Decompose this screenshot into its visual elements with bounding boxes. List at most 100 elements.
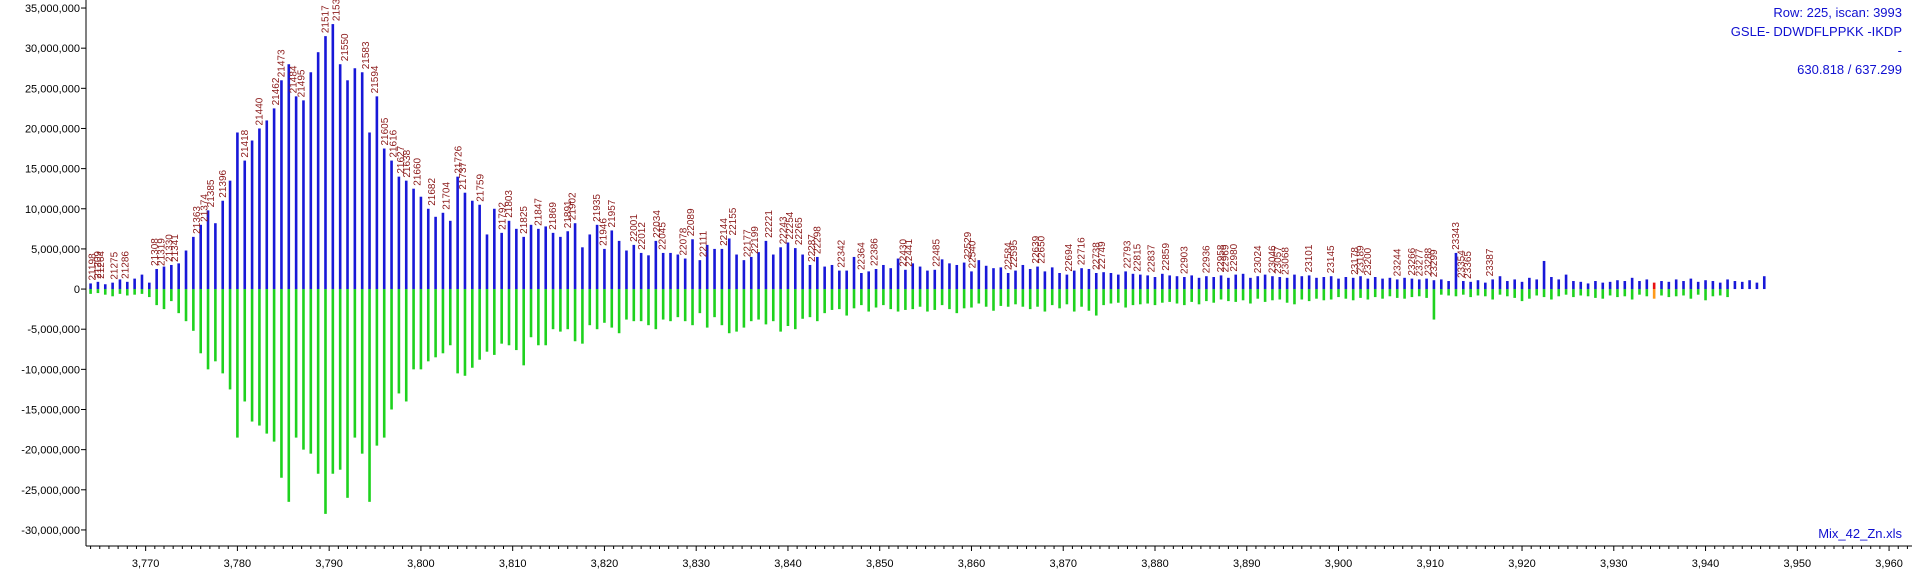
peak-label: 22034 [652,210,663,238]
top-series-bar [537,228,540,290]
bottom-series-bar [111,289,114,297]
bottom-series-bars [89,289,1729,514]
top-series-bar [302,100,305,290]
top-series-bar [1139,274,1142,290]
top-series-bar [1718,282,1722,290]
top-series-bar [1043,271,1047,290]
bottom-series-bar [1506,289,1509,297]
peak-label: 22012 [637,222,648,250]
bottom-series-bar [148,289,151,298]
peak-label: 23387 [1485,248,1496,276]
top-series-bar [889,268,893,290]
top-series-bar [184,250,188,290]
peak-label: 21902 [567,192,578,220]
peak-label: 22078 [678,227,689,255]
bottom-series-bar [1586,289,1590,297]
top-series-bar [1476,280,1480,290]
peak-label: 21286 [121,251,132,279]
bottom-series-bar [515,289,518,351]
peak-label: 22958 [1216,244,1227,272]
bottom-series-bar [140,289,144,294]
bottom-series-bar [845,289,848,316]
peak-label: 21440 [255,97,266,125]
top-series-bar [515,228,518,290]
bottom-series-bar [793,289,797,330]
top-series-bar [1241,273,1245,290]
peak-label: 21363 [192,206,203,234]
bottom-series-bar [1623,289,1627,297]
bottom-series-bar [544,289,548,346]
bottom-series-bar [867,289,871,312]
top-series-bar [1337,278,1340,290]
peak-label: 23101 [1304,244,1315,272]
top-series-bar [779,247,782,290]
x-tick-label: 3,900 [1325,558,1353,570]
bottom-series-bar [1461,289,1465,295]
bottom-series-bar [1447,289,1450,296]
top-series-bar [603,248,606,290]
bottom-series-bar [1329,289,1333,300]
top-series-bar [816,256,819,290]
top-series-bar [500,232,503,290]
x-axis: 3,770 3,780 3,790 3,800 3,810 3,820 3,830 3,840… [86,545,1912,570]
bottom-series-bar [749,289,753,322]
x-tick-label: 3,940 [1692,558,1720,570]
bottom-series-bar [566,289,570,330]
bottom-series-bar [1630,289,1634,300]
top-series-bar [1329,276,1333,290]
bottom-series-bar [683,289,687,322]
bottom-series-bar [1153,289,1157,306]
bottom-series-bar [1065,289,1069,305]
bottom-series-bar [1322,289,1326,301]
bottom-series-bar [434,289,437,358]
y-axis: -30,000,000 -25,000,000 -20,000,000 -15,000… [21,0,87,546]
bottom-series-bar [1058,289,1061,309]
top-series-bar [984,265,988,290]
top-series-bar [250,140,254,290]
top-series-bar [882,264,885,290]
top-series-bar [544,226,548,290]
top-series-bar [1513,279,1516,290]
bottom-series-bar [1256,289,1260,299]
top-series-bar [1660,281,1663,290]
top-series-bar [1197,277,1201,290]
bottom-series-bar [1711,289,1715,297]
x-tick-label: 3,870 [1049,558,1077,570]
bottom-series-bar [669,289,672,322]
top-series-bar [1704,280,1707,290]
bottom-series-bar [1028,289,1032,310]
top-series-bar [287,64,291,290]
bottom-series-bar [896,289,900,312]
bottom-series-bar [1285,289,1289,303]
peak-label: 21473 [277,49,288,77]
top-series-bar [243,160,247,290]
bottom-series-bar [162,289,166,310]
peak-label: 22903 [1179,246,1190,274]
bottom-series-bar [448,289,452,346]
bottom-series-bar [771,289,775,322]
bottom-series-bar [1351,289,1355,301]
peak-label: 22540 [967,240,978,268]
bottom-series-bar [522,289,525,366]
top-series-bar [148,282,151,290]
peak-label: 21627 [396,145,407,173]
top-series-bar [1021,264,1025,290]
top-series-bar [691,239,694,290]
bottom-series-bar [779,289,782,332]
top-series-bar [404,180,408,290]
peak-label: 23057 [1273,246,1284,274]
bottom-series-bar [1087,289,1091,311]
bottom-series-bar [89,289,92,294]
peak-label: 21605 [380,117,391,145]
top-series-bar [1410,278,1414,290]
top-series-bar [669,252,672,290]
top-series-bar [1461,281,1465,290]
peak-label: 21946 [599,218,610,246]
bottom-series-bar [962,289,966,309]
bottom-series-bar [125,289,129,296]
peak-label: 22441 [904,239,915,267]
bottom-series-bar [1432,289,1436,320]
top-series-bar [566,231,570,290]
peak-label: 21935 [592,194,603,222]
